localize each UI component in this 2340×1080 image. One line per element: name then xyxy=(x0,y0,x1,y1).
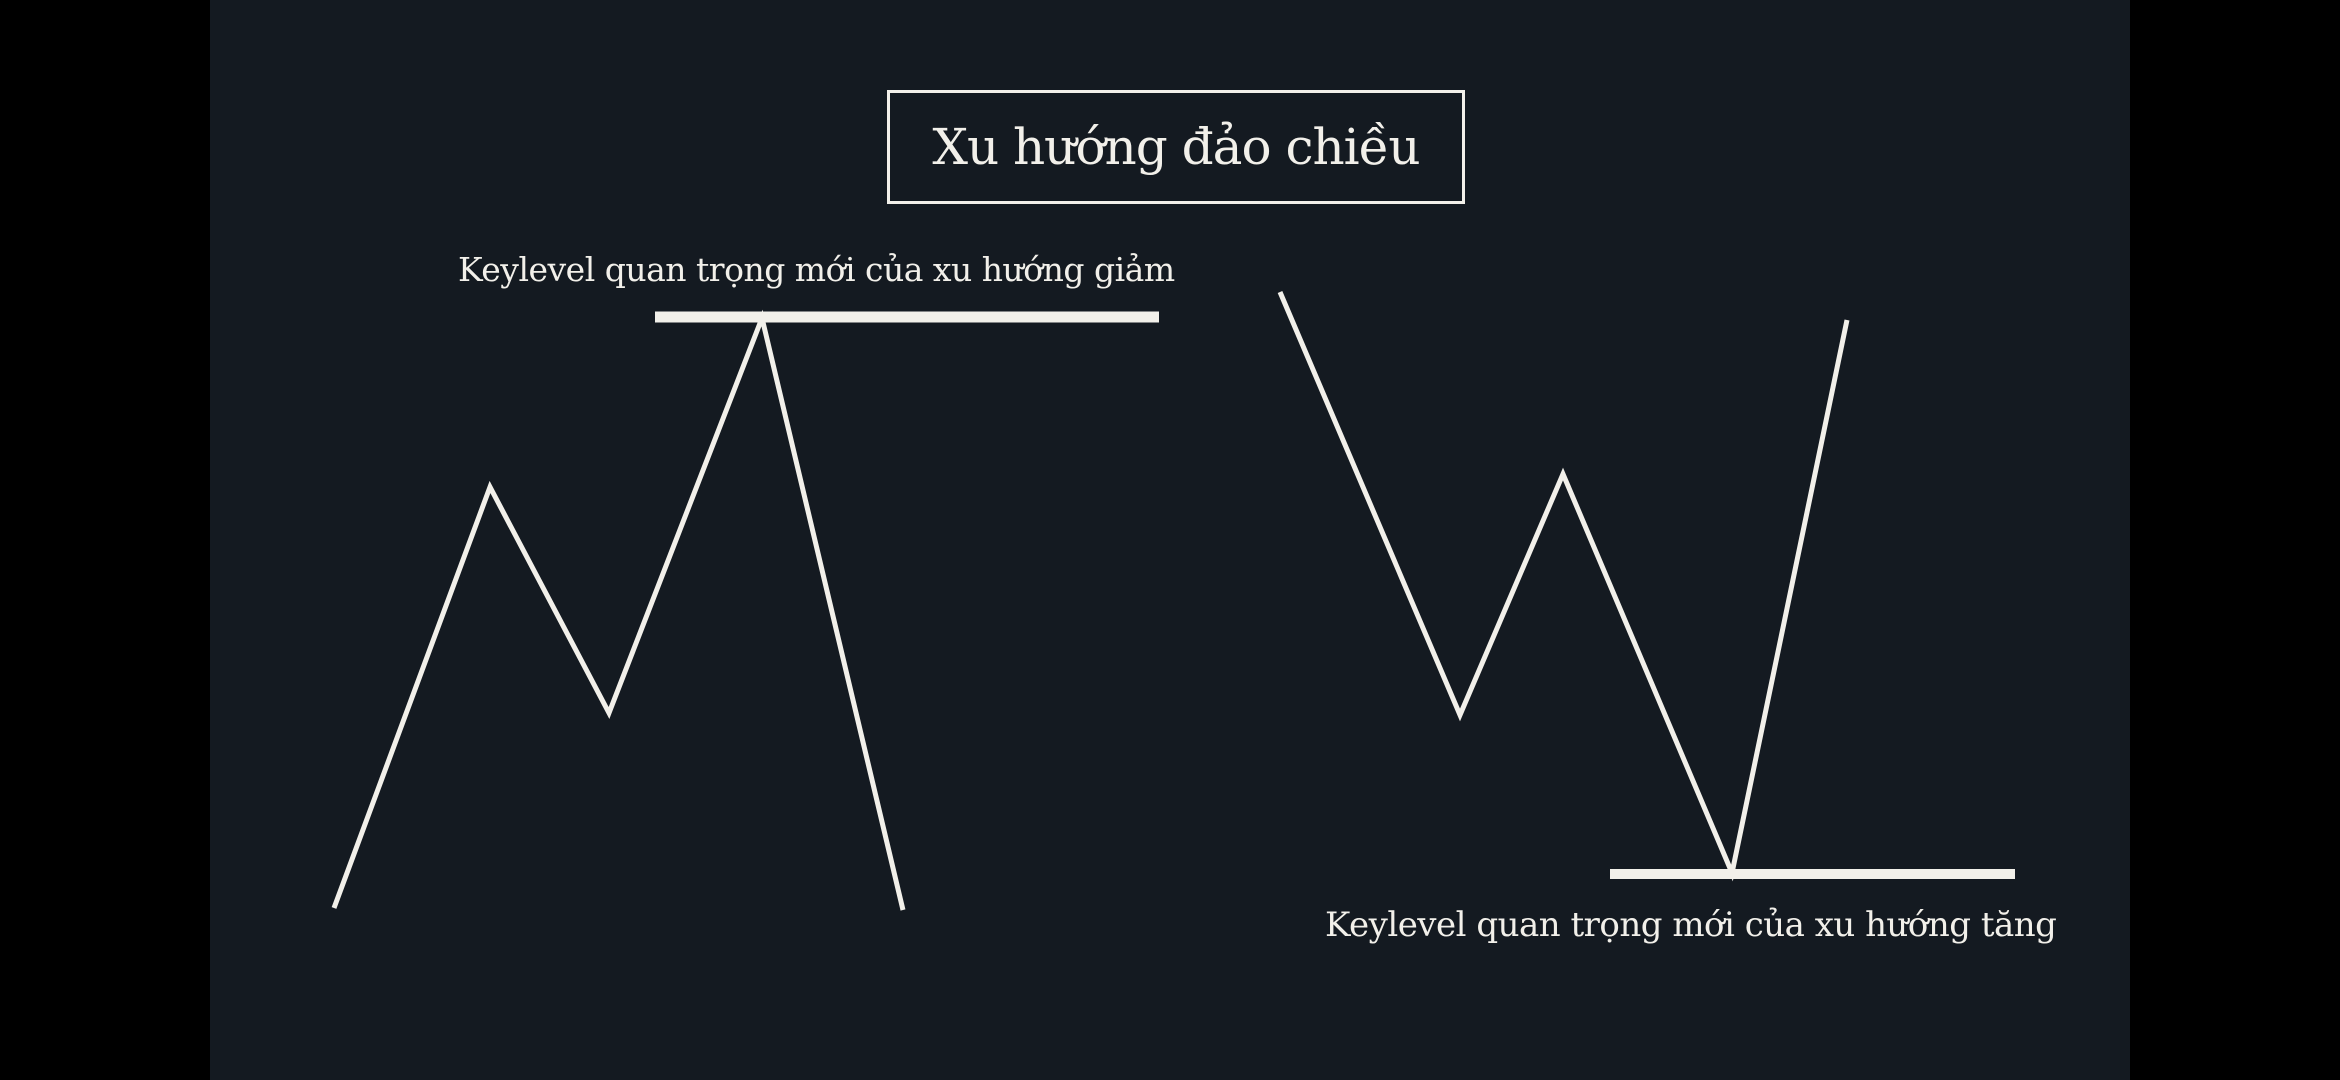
keylevel-label-downtrend: Keylevel quan trọng mới của xu hướng giả… xyxy=(458,250,1175,289)
price-path-m-top xyxy=(331,309,906,911)
keylevel-label-uptrend: Keylevel quan trọng mới của xu hướng tăn… xyxy=(1325,905,2057,945)
diagram-title: Xu hướng đảo chiều xyxy=(932,118,1420,176)
title-box: Xu hướng đảo chiều xyxy=(887,90,1465,204)
slide-background-fill xyxy=(210,0,2130,1080)
slide-background xyxy=(210,0,2130,1080)
price-path-w-bottom xyxy=(1277,291,1850,882)
